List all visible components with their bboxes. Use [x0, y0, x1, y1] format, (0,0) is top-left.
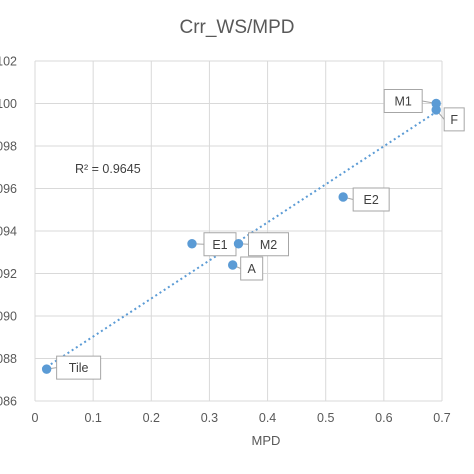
x-tick-label: 0.4: [259, 411, 276, 425]
point-label-text: Tile: [69, 361, 89, 375]
data-point-a: [227, 260, 238, 270]
point-label-text: A: [248, 262, 257, 276]
y-tick-label: 090: [0, 310, 17, 324]
y-tick-label: 094: [0, 225, 17, 239]
y-tick-label: 102: [0, 55, 17, 69]
r-squared-annotation: R² = 0.9645: [75, 162, 141, 176]
point-label-e1: E1: [191, 232, 237, 257]
x-tick-label: 0.5: [317, 411, 334, 425]
x-tick-label: 0.7: [433, 411, 450, 425]
label-box: [248, 232, 289, 257]
label-box: [383, 89, 423, 113]
label-box: [443, 107, 465, 132]
point-label-a: A: [232, 256, 264, 281]
point-label-text: M2: [260, 238, 277, 252]
point-label-m2: M2: [238, 232, 289, 257]
x-tick-label: 0: [32, 411, 39, 425]
point-label-tile: Tile: [46, 355, 102, 380]
point-label-text: E1: [212, 238, 227, 252]
label-box: [240, 256, 264, 281]
y-tick-label: 096: [0, 182, 17, 196]
point-labels: Tile E1 M2A E2 M1 F: [46, 89, 465, 380]
trendline: [46, 111, 437, 368]
x-tick-label: 0.1: [84, 411, 101, 425]
y-tick-label: 100: [0, 97, 17, 111]
y-tick-label: 092: [0, 267, 17, 281]
data-points: [41, 98, 441, 374]
point-label-e2: E2: [343, 187, 390, 212]
label-box: [352, 187, 390, 212]
y-tick-label: 088: [0, 352, 17, 366]
chart-title: Crr_WS/MPD: [179, 17, 294, 38]
data-point-e1: [187, 239, 197, 249]
trendline-group: [46, 111, 437, 368]
point-label-text: F: [450, 113, 458, 127]
label-box: [56, 355, 102, 380]
grid-lines: [34, 60, 443, 402]
point-label-m1: M1: [383, 89, 437, 113]
y-tick-label: 098: [0, 140, 17, 154]
point-label-text: M1: [394, 95, 411, 109]
data-point-f: [431, 105, 441, 115]
tick-labels: 086 088 090 092 094 096 098 100 102 0 0.1 0.2 0.3 0.4…: [0, 55, 451, 426]
x-tick-label: 0.2: [143, 411, 160, 425]
point-label-text: E2: [364, 193, 379, 207]
y-tick-label: 086: [0, 395, 17, 409]
data-point-e2: [338, 192, 348, 202]
data-point-tile: [41, 364, 52, 374]
x-tick-label: 0.3: [201, 411, 218, 425]
x-tick-label: 0.6: [375, 411, 392, 425]
data-point-m2: [233, 239, 244, 249]
x-axis-label: MPD: [252, 433, 281, 448]
